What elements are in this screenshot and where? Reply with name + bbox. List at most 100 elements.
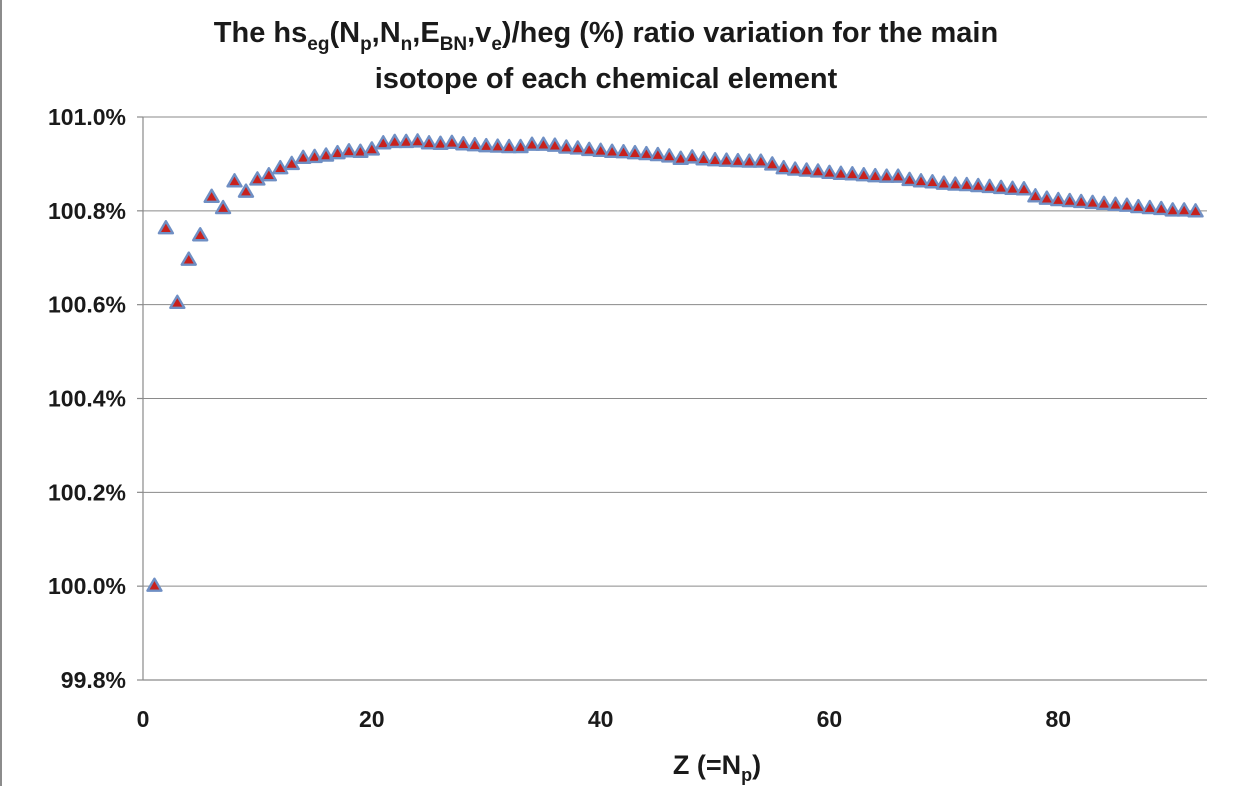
y-tick-label: 100.6% (48, 292, 126, 318)
data-point (1164, 202, 1181, 217)
chart-title-line-2: isotope of each chemical element (375, 63, 838, 95)
data-point (420, 135, 438, 150)
data-series (146, 133, 1204, 592)
y-tick-label: 100.0% (48, 573, 126, 599)
y-axis-ticks: 99.8% 100.0% 100.2% 100.4% 100.6% 100.8% 101.0… (48, 104, 126, 693)
data-point (272, 159, 289, 175)
data-point (214, 199, 232, 215)
data-point (592, 142, 609, 158)
data-point (294, 149, 312, 165)
data-point (603, 143, 621, 158)
data-point (775, 159, 792, 175)
data-point (695, 151, 712, 166)
data-point (844, 166, 861, 181)
data-point (741, 153, 758, 168)
title-subscript: n (401, 34, 413, 55)
data-point (546, 137, 564, 152)
data-point (260, 167, 278, 182)
y-tick-label: 100.4% (48, 386, 126, 412)
x-tick-label: 20 (359, 706, 385, 732)
data-point (466, 136, 483, 152)
data-point (821, 164, 838, 180)
data-point (1072, 193, 1090, 209)
title-part: ,v (467, 17, 491, 49)
data-point (226, 173, 243, 188)
x-tick-label: 40 (588, 706, 614, 732)
data-point (409, 133, 426, 148)
data-point (649, 146, 667, 162)
data-point (1095, 195, 1113, 211)
data-point (146, 577, 163, 592)
data-point (1153, 200, 1170, 216)
data-point (306, 148, 323, 164)
title-part: )/heg (%) ratio variation for the main (502, 17, 998, 49)
data-point (615, 144, 632, 159)
data-point (329, 144, 346, 160)
data-point (489, 138, 506, 153)
data-point (809, 163, 827, 178)
x-axis-title-subscript: p (741, 765, 752, 785)
data-point (752, 153, 770, 168)
x-axis-title: Z (=Np) (673, 750, 761, 785)
chart-title-line-1: The hseg(Np,Nn,EBN,ve)/heg (%) ratio var… (214, 17, 998, 55)
data-point (340, 143, 358, 158)
gridlines (143, 116, 1207, 587)
data-point (718, 152, 735, 167)
left-frame-border (0, 0, 2, 786)
title-subscript: BN (440, 34, 467, 55)
data-point (523, 136, 541, 151)
data-point (878, 168, 895, 183)
title-part: (N (329, 17, 360, 49)
data-point (798, 162, 815, 177)
data-point (992, 179, 1010, 195)
title-part: The hs (214, 17, 307, 49)
data-point (397, 133, 415, 149)
data-point (237, 183, 255, 198)
data-point (786, 161, 804, 176)
y-tick-label: 101.0% (48, 104, 126, 130)
title-subscript: e (491, 34, 502, 55)
data-point (249, 171, 266, 186)
data-point (1141, 199, 1158, 215)
data-point (1084, 194, 1101, 210)
data-point (580, 141, 598, 157)
x-tick-label: 80 (1045, 706, 1071, 732)
data-point (203, 188, 220, 203)
data-point (1015, 181, 1033, 196)
data-point (764, 156, 781, 171)
data-point (1187, 203, 1204, 218)
y-tick-label: 99.8% (61, 667, 126, 693)
y-tick-label: 100.2% (48, 479, 126, 505)
x-tick-label: 0 (137, 706, 150, 732)
data-point (180, 251, 197, 266)
data-point (924, 174, 941, 189)
data-point (500, 138, 518, 154)
data-point (432, 135, 449, 150)
data-point (867, 167, 884, 183)
data-point (638, 145, 655, 161)
x-axis-ticks: 0 20 40 60 80 (137, 706, 1071, 732)
data-point (706, 151, 724, 167)
data-point (375, 135, 392, 150)
data-point (1130, 198, 1147, 214)
data-point (169, 294, 186, 310)
x-tick-label: 60 (817, 706, 843, 732)
data-point (558, 139, 575, 154)
x-axis-title-part: ) (752, 750, 761, 780)
data-point (455, 136, 472, 151)
data-point (912, 173, 930, 188)
data-point (1050, 191, 1067, 207)
data-point (855, 167, 872, 182)
data-point (935, 175, 953, 190)
data-point (1027, 188, 1044, 203)
data-point (443, 134, 461, 150)
data-point (1175, 202, 1193, 217)
data-point (672, 150, 689, 165)
data-point (478, 137, 495, 153)
data-point (981, 178, 998, 194)
y-tick-label: 100.8% (48, 198, 126, 224)
data-point (1107, 196, 1124, 211)
data-point (192, 227, 209, 242)
title-part: ,E (412, 17, 439, 49)
data-point (969, 177, 987, 193)
